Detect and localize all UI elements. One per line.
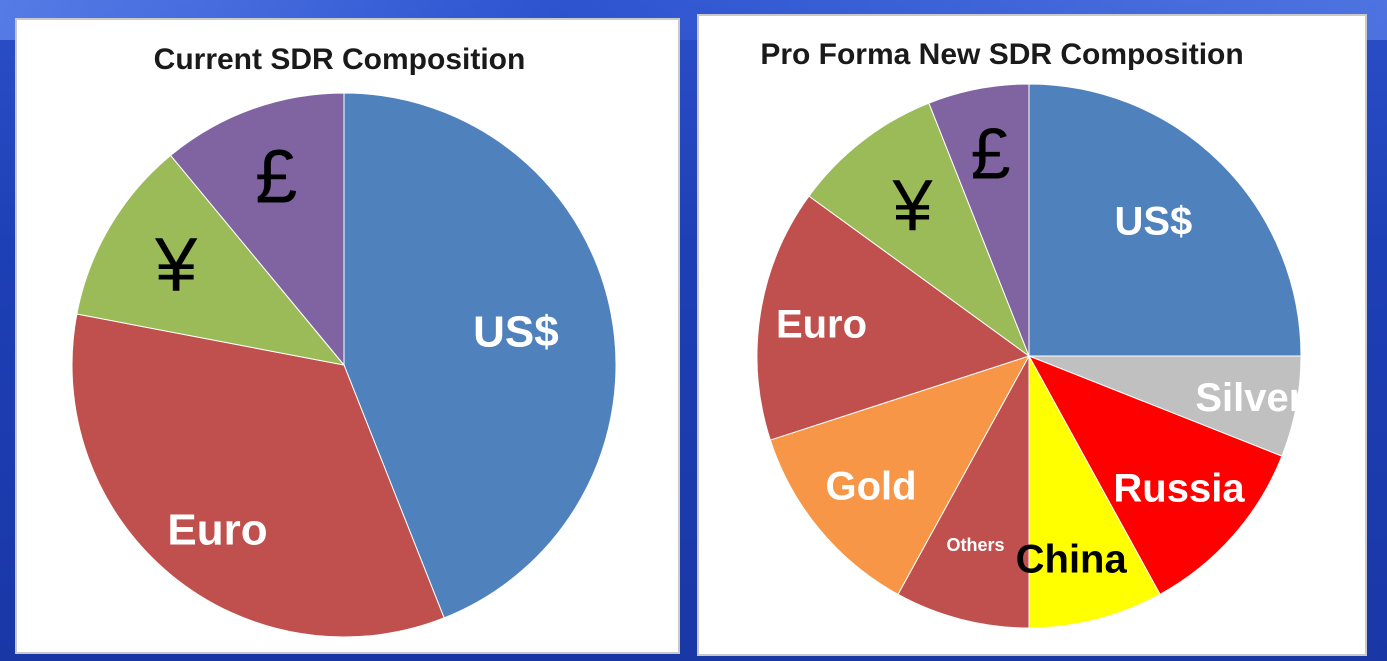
pie-label-euro: Euro (776, 303, 867, 347)
pie-slice-china (1028, 355, 1161, 629)
pro-forma-sdr-chart-panel: Pro Forma New SDR Composition US$ Silver R… (697, 14, 1367, 656)
pie-slice-gold (769, 355, 1031, 596)
pie-slice-pound (169, 92, 345, 367)
pie-slice-pound (928, 83, 1030, 357)
pie-label-silver: Silver (1195, 376, 1304, 420)
pie-label-pound: £ (971, 115, 1011, 195)
pie-slice-usd (1028, 83, 1302, 357)
pie-label-usd: US$ (1114, 200, 1192, 244)
current-sdr-chart-panel: Current SDR Composition US$ Euro ¥ £ (15, 18, 680, 654)
pie-label-china: China (1016, 537, 1128, 581)
pie-label-pound: £ (255, 134, 297, 219)
pie-label-euro: Euro (167, 505, 267, 554)
pie-slice-others (897, 355, 1030, 629)
current-sdr-pie-chart: US$ Euro ¥ £ (71, 92, 617, 638)
chart-title: Pro Forma New SDR Composition (760, 38, 1244, 71)
pie-slice-russia (1027, 355, 1283, 596)
pie-slice-usd (343, 92, 617, 619)
pie-slice-euro (71, 313, 445, 638)
pro-forma-sdr-pie-chart: US$ Silver Russia China Others Gold Euro ¥ £ (756, 83, 1304, 629)
pie-label-gold: Gold (825, 465, 916, 509)
pie-label-usd: US$ (473, 308, 559, 357)
pie-label-yen: ¥ (891, 166, 933, 246)
pie-slice-yen (76, 154, 346, 366)
pie-slice-yen (808, 102, 1031, 358)
pie-label-yen: ¥ (154, 223, 198, 308)
chart-title: Current SDR Composition (153, 43, 526, 76)
pie-slice-euro (756, 195, 1031, 441)
pie-label-others: Others (946, 535, 1004, 555)
pie-label-russia: Russia (1113, 466, 1245, 510)
